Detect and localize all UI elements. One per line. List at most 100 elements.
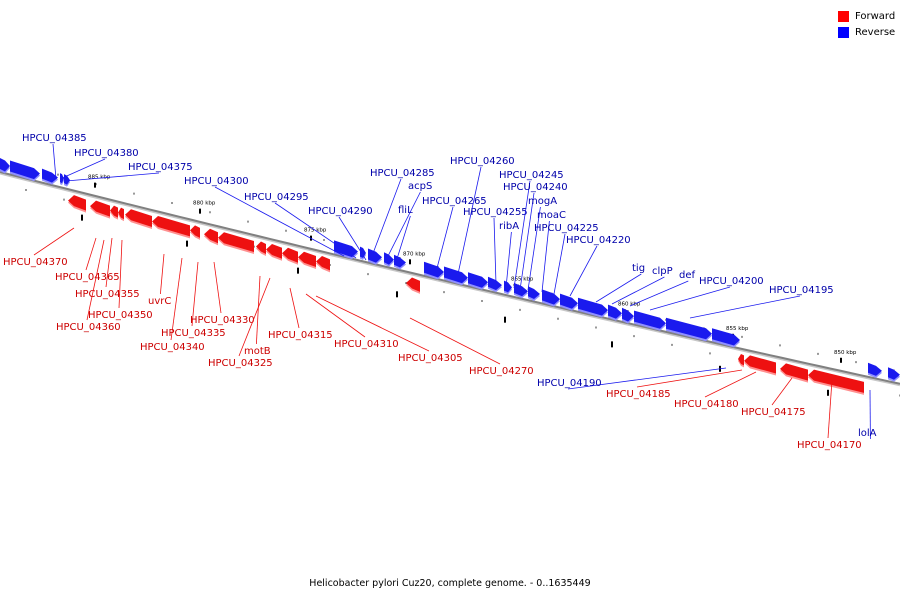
reverse-gene-arrow (528, 286, 540, 299)
forward-gene-arrow (256, 241, 266, 254)
gene-leader-line (65, 172, 160, 182)
reverse-gene-arrow (712, 328, 740, 346)
gene-leader-line (704, 371, 757, 398)
forward-gene-arrow (316, 256, 330, 271)
reverse-gene-arrow (360, 246, 366, 258)
gene-leader-line (85, 237, 97, 271)
genome-caption: Helicobacter pylori Cuz20, complete geno… (309, 578, 591, 589)
gene-leader-line (371, 178, 402, 257)
reverse-gene-arrow (622, 307, 634, 322)
gene-label-hpcu_04265: HPCU_04265 (422, 196, 487, 207)
gene-label-hpcu_04180: HPCU_04180 (674, 399, 739, 410)
gene-leader-line (629, 280, 689, 307)
forward-gene-arrow (218, 232, 254, 252)
gene-leader-line (541, 220, 550, 293)
gene-label-hpcu_04190: HPCU_04190 (537, 378, 602, 389)
gene-label-hpcu_04375: HPCU_04375 (128, 162, 193, 173)
gene-leader-line (519, 192, 535, 291)
gene-label-hpcu_04305: HPCU_04305 (398, 353, 463, 364)
gene-leader-line (385, 191, 421, 261)
reverse-gene-arrow (888, 367, 900, 380)
gene-label-hpcu_04270: HPCU_04270 (469, 366, 534, 377)
gene-label-riba: ribA (499, 221, 519, 232)
reverse-gene-arrow (666, 317, 712, 340)
gene-label-moga: mogA (528, 196, 557, 207)
gene-leader-line (569, 245, 598, 297)
gene-leader-line (827, 379, 833, 439)
forward-gene-arrow (744, 355, 776, 374)
gene-leader-line (689, 295, 801, 319)
gene-label-hpcu_04170: HPCU_04170 (797, 440, 862, 451)
gene-leader-line (409, 317, 501, 365)
reverse-gene-arrow (384, 252, 394, 265)
forward-gene-arrow (298, 251, 316, 267)
gene-label-hpcu_04370: HPCU_04370 (3, 257, 68, 268)
gene-leader-line (636, 369, 743, 388)
gene-label-hpcu_04225: HPCU_04225 (534, 223, 599, 234)
forward-gene-arrow (204, 228, 218, 244)
reverse-gene-arrow (542, 289, 560, 305)
gene-label-hpcu_04355: HPCU_04355 (75, 289, 140, 300)
gene-leader-line (274, 202, 357, 259)
gene-label-lola: lolA (858, 428, 877, 439)
gene-label-hpcu_04255: HPCU_04255 (463, 207, 528, 218)
gene-label-tig: tig (632, 263, 645, 274)
reverse-gene-arrow (10, 160, 40, 180)
gene-leader-line (435, 206, 454, 273)
legend-item-forward: Forward (838, 9, 895, 23)
gene-label-hpcu_04330: HPCU_04330 (190, 315, 255, 326)
gene-label-hpcu_04310: HPCU_04310 (334, 339, 399, 350)
legend-label-forward: Forward (855, 10, 896, 22)
gene-leader-line (59, 158, 106, 180)
gene-leader-line (315, 295, 430, 352)
gene-label-hpcu_04360: HPCU_04360 (56, 322, 121, 333)
gene-leader-line (553, 233, 566, 295)
reverse-gene-arrow (560, 293, 578, 309)
forward-gene-arrow (266, 244, 282, 259)
gene-label-hpcu_04185: HPCU_04185 (606, 389, 671, 400)
gene-label-hpcu_04260: HPCU_04260 (450, 156, 515, 167)
reverse-swatch (838, 26, 849, 38)
gene-leader-line (213, 261, 222, 314)
gene-label-hpcu_04245: HPCU_04245 (499, 170, 564, 181)
gene-label-hpcu_04200: HPCU_04200 (699, 276, 764, 287)
reverse-gene-arrow (608, 304, 622, 319)
reverse-gene-arrow (504, 280, 512, 293)
forward-gene-arrow (282, 247, 298, 263)
gene-label-hpcu_04285: HPCU_04285 (370, 168, 435, 179)
gene-leader-line (771, 377, 793, 406)
forward-gene-arrow (90, 200, 110, 217)
reverse-gene-arrow (468, 272, 488, 288)
reverse-gene-arrow (488, 276, 502, 291)
forward-gene-arrow (190, 225, 200, 238)
gene-leader-line (595, 273, 642, 303)
gene-leader-line (567, 367, 727, 390)
gene-label-hpcu_04240: HPCU_04240 (503, 182, 568, 193)
tick-label: 855 kbp (726, 326, 749, 332)
gene-leader-line (289, 287, 300, 329)
tick-label: 860 kbp (618, 301, 641, 307)
gene-label-hpcu_04340: HPCU_04340 (140, 342, 205, 353)
gene-leader-line (52, 143, 57, 180)
tick-label: 870 kbp (403, 251, 426, 257)
gene-leader-line (238, 277, 271, 357)
gene-leader-line (256, 275, 261, 345)
gene-label-flil: fliL (398, 205, 413, 216)
forward-gene-arrow (110, 205, 118, 218)
gene-label-hpcu_04380: HPCU_04380 (74, 148, 139, 159)
gene-leader-line (505, 231, 512, 289)
gene-label-moac: moaC (537, 210, 566, 221)
reverse-gene-arrow (368, 248, 382, 263)
tick-label: 850 kbp (834, 350, 857, 356)
forward-gene-arrow (738, 354, 744, 366)
gene-leader-line (395, 215, 411, 263)
reverse-gene-arrow (0, 158, 10, 172)
tick-label: 880 kbp (193, 201, 216, 207)
gene-leader-line (611, 276, 665, 305)
reverse-gene-arrow (514, 282, 528, 297)
gene-leader-line (493, 217, 497, 285)
gene-label-hpcu_04295: HPCU_04295 (244, 192, 309, 203)
gene-leader-line (513, 180, 531, 289)
gene-leader-line (457, 166, 482, 275)
